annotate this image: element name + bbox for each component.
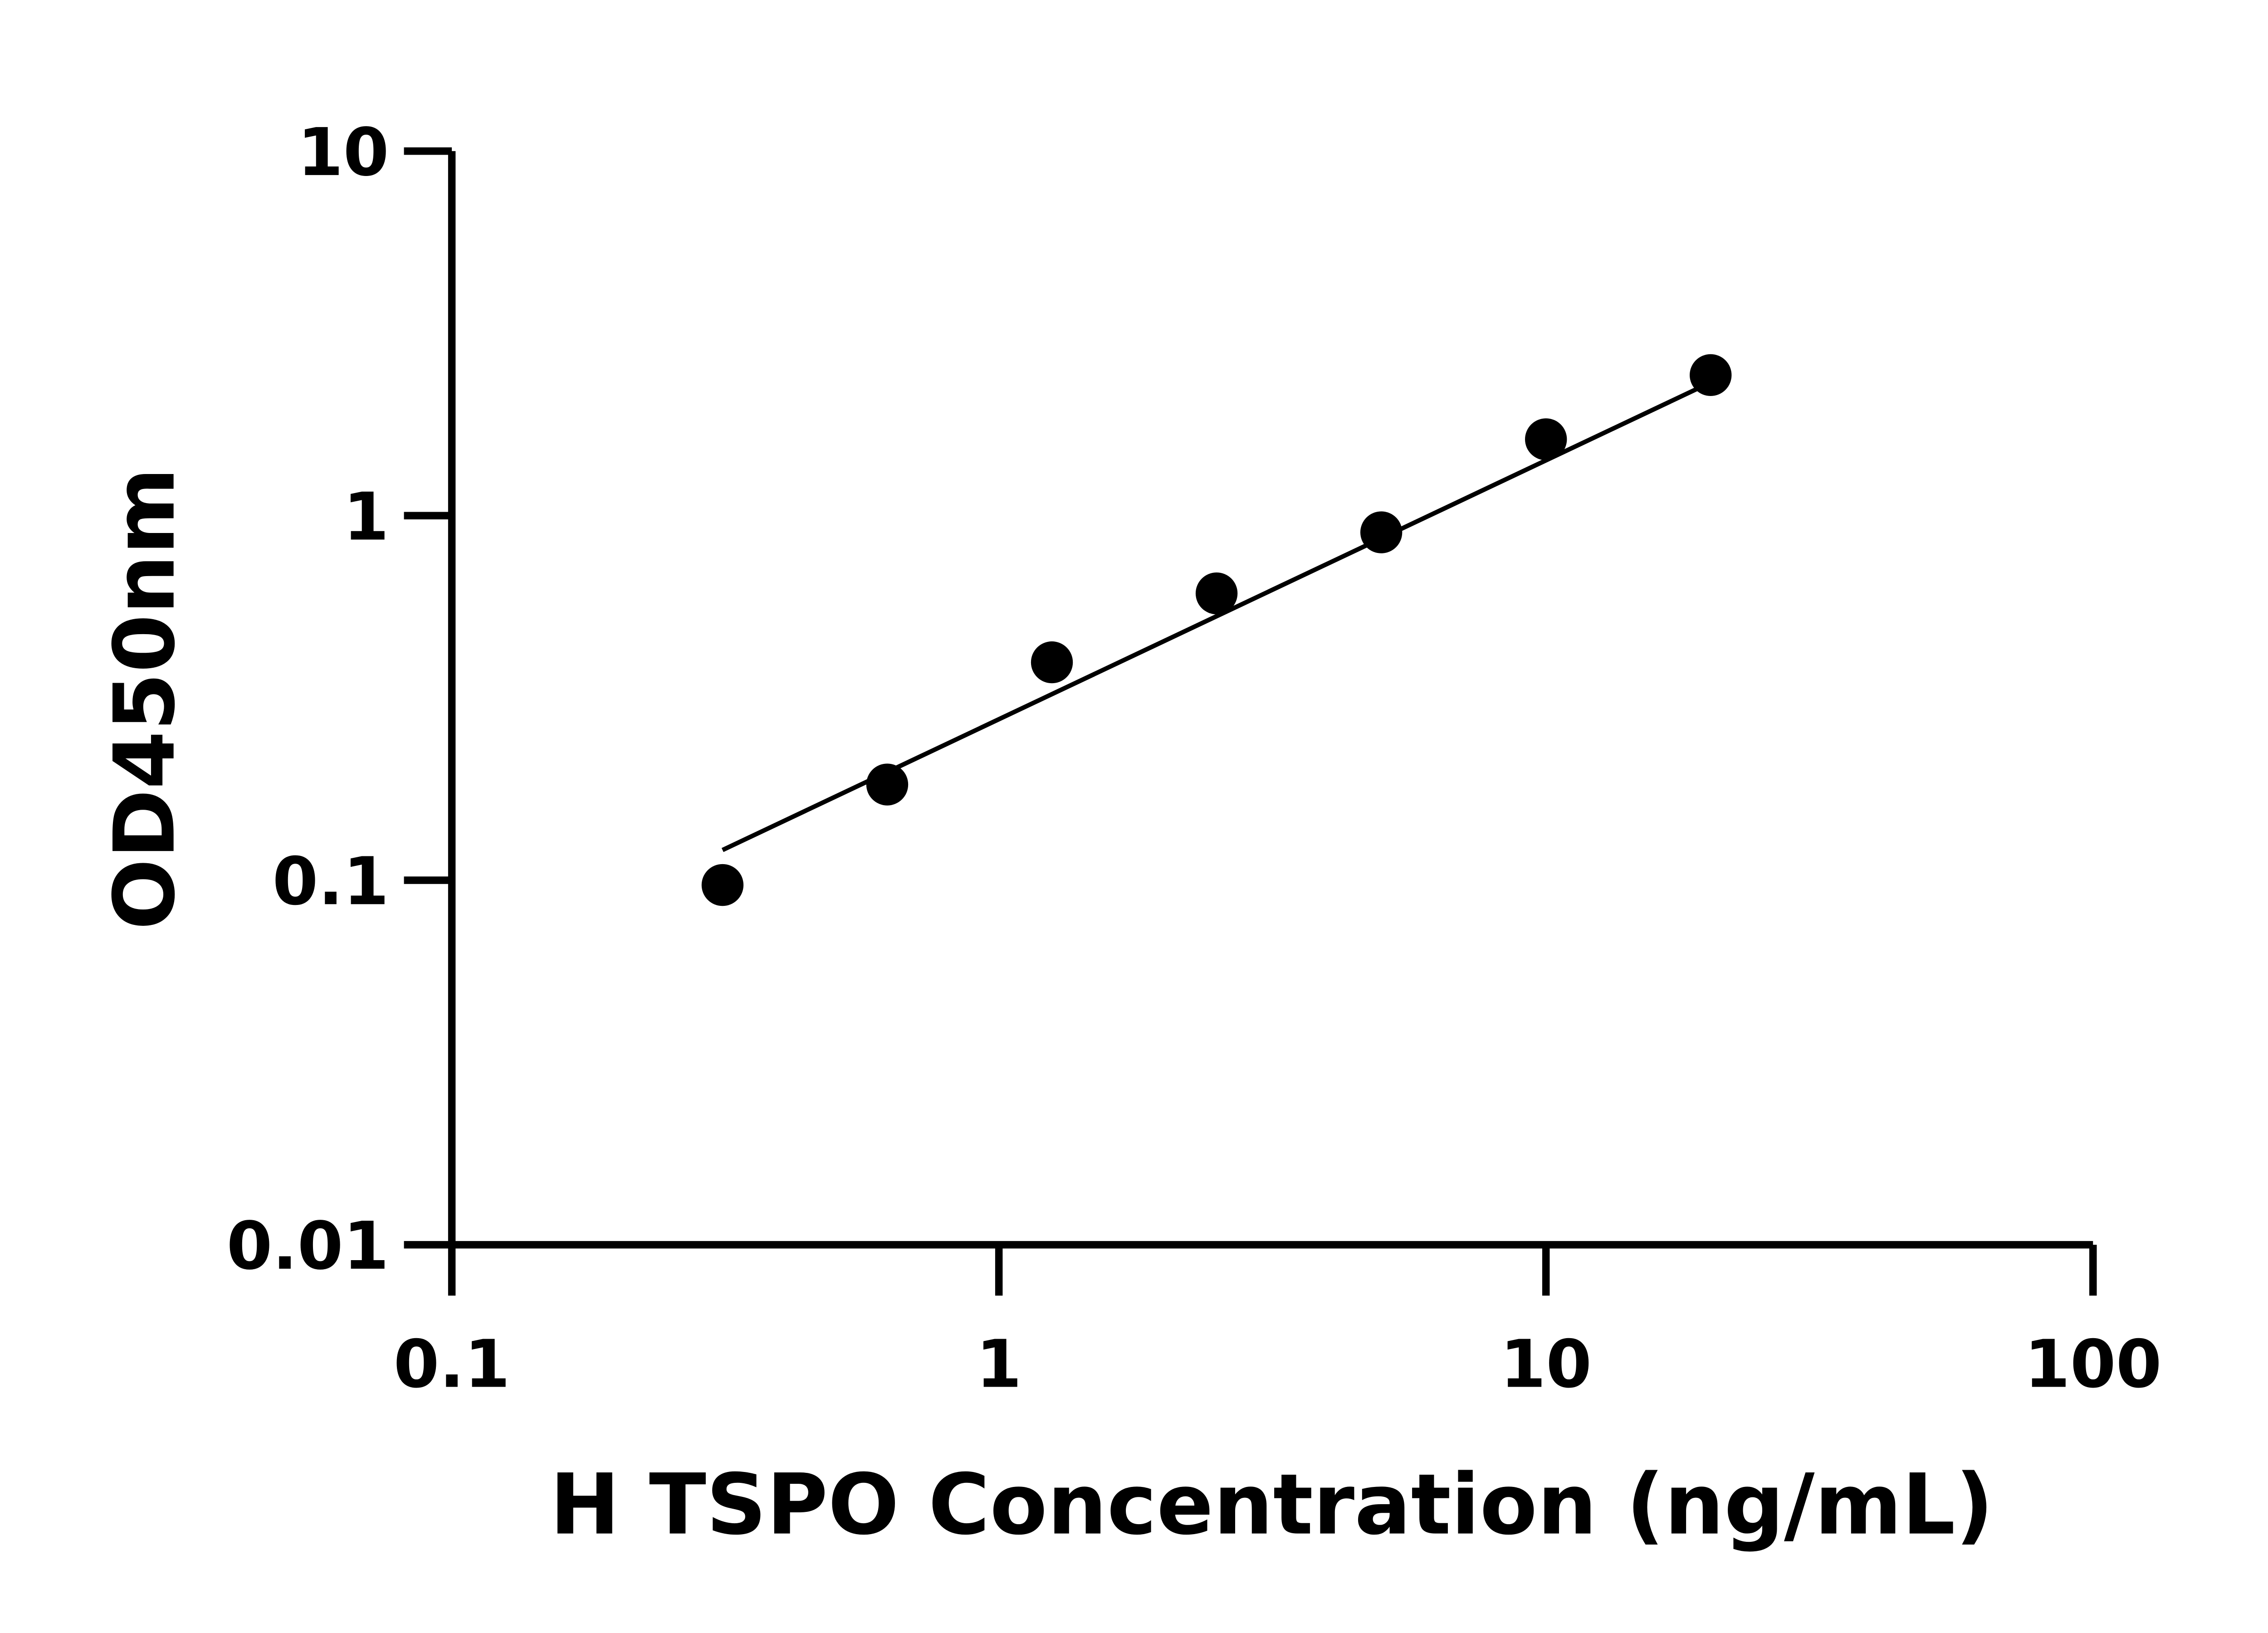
y-tick-label: 0.01 bbox=[227, 1208, 389, 1285]
data-point bbox=[866, 763, 909, 806]
axes bbox=[448, 151, 2093, 1249]
data-point bbox=[1690, 354, 1732, 396]
y-tick-label: 10 bbox=[298, 114, 389, 191]
y-tick-label: 1 bbox=[343, 479, 389, 556]
x-tick-label: 100 bbox=[2024, 1326, 2162, 1403]
data-point bbox=[701, 864, 744, 906]
x-tick-label: 0.1 bbox=[394, 1326, 510, 1403]
y-axis-label: OD450nm bbox=[96, 467, 194, 930]
x-axis-label: H TSPO Concentration (ng/mL) bbox=[550, 1456, 1994, 1554]
data-point bbox=[1195, 572, 1238, 615]
y-tick-label: 0.1 bbox=[273, 843, 389, 920]
data-point bbox=[1031, 641, 1073, 684]
data-point bbox=[1360, 511, 1403, 553]
marks bbox=[701, 354, 1732, 906]
data-point bbox=[1525, 418, 1567, 460]
x-tick-label: 10 bbox=[1500, 1326, 1592, 1403]
x-tick-label: 1 bbox=[976, 1326, 1022, 1403]
